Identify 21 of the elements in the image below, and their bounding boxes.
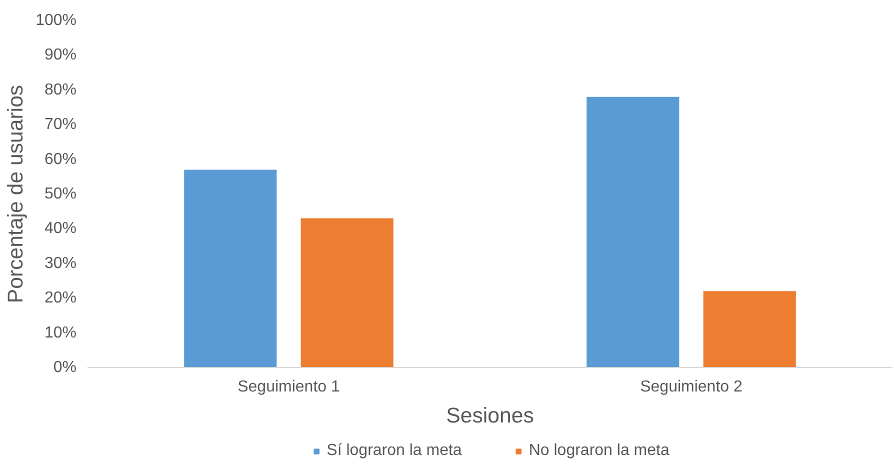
legend-label: No lograron la meta [528, 442, 670, 460]
y-tick-label: 0% [53, 359, 76, 376]
bar [703, 291, 796, 368]
bar [300, 218, 394, 368]
bar [184, 170, 277, 368]
y-tick-label: 40% [44, 220, 77, 238]
y-tick-label: 10% [44, 324, 77, 342]
legend-label: Sí lograron la meta [326, 442, 462, 460]
bar [586, 96, 680, 368]
x-tick-label: Seguimiento 2 [640, 378, 742, 396]
y-tick-label: 50% [44, 186, 77, 202]
y-tick-label: 20% [44, 290, 77, 307]
y-tick-label: 60% [44, 150, 77, 168]
y-tick-label: 70% [44, 116, 77, 134]
y-tick-label: 90% [44, 46, 77, 64]
x-tick-label: Seguimiento 1 [238, 378, 340, 396]
x-axis-title: Sesiones [446, 404, 534, 428]
y-axis-title: Porcentaje de usuarios [4, 84, 28, 304]
y-tick-label: 100% [36, 12, 76, 29]
y-tick-label: 80% [44, 81, 77, 98]
y-tick-label: 30% [44, 254, 77, 272]
